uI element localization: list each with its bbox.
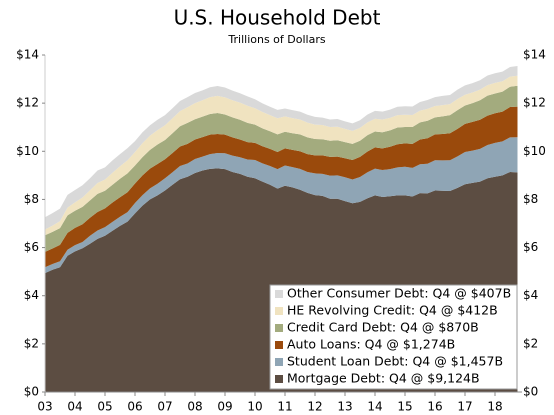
y2-tick-label: $0 <box>523 385 538 399</box>
legend-swatch <box>275 341 283 349</box>
chart-subtitle: Trillions of Dollars <box>227 33 325 46</box>
y-tick-label: $2 <box>24 336 39 350</box>
x-tick-label: 18 <box>487 400 502 414</box>
legend-label: Credit Card Debt: Q4 @ $870B <box>287 320 479 335</box>
area <box>45 75 518 236</box>
legend-label: Other Consumer Debt: Q4 @ $407B <box>287 286 511 301</box>
area <box>45 137 518 274</box>
y2-tick-label: $2 <box>523 336 538 350</box>
y-tick-label: $10 <box>16 144 39 158</box>
y2-tick-label: $6 <box>523 240 538 254</box>
x-tick-label: 13 <box>337 400 352 414</box>
legend-box <box>269 284 518 390</box>
y2-tick-label: $14 <box>523 48 546 62</box>
x-tick-label: 03 <box>37 400 52 414</box>
y2-tick-label: $12 <box>523 96 546 110</box>
legend-swatch <box>275 307 283 315</box>
legend-label: Mortgage Debt: Q4 @ $9,124B <box>287 371 480 386</box>
legend-swatch <box>275 375 283 383</box>
y2-tick-label: $4 <box>523 288 538 302</box>
x-tick-label: 11 <box>277 400 292 414</box>
area <box>45 65 518 230</box>
y2-tick-label: $8 <box>523 192 538 206</box>
x-tick-label: 15 <box>397 400 412 414</box>
x-tick-label: 07 <box>157 400 172 414</box>
x-tick-label: 05 <box>97 400 112 414</box>
legend-label: HE Revolving Credit: Q4 @ $412B <box>287 303 498 318</box>
x-tick-label: 17 <box>457 400 472 414</box>
x-tick-label: 08 <box>187 400 202 414</box>
x-tick-label: 14 <box>367 400 382 414</box>
y-tick-label: $6 <box>24 240 39 254</box>
y2-tick-label: $10 <box>523 144 546 158</box>
legend-swatch <box>275 324 283 332</box>
x-tick-label: 09 <box>217 400 232 414</box>
x-tick-label: 16 <box>427 400 442 414</box>
legend-swatch <box>275 290 283 298</box>
chart-title: U.S. Household Debt <box>174 6 381 30</box>
x-tick-label: 06 <box>127 400 142 414</box>
legend-label: Auto Loans: Q4 @ $1,274B <box>287 337 455 352</box>
legend-swatch <box>275 358 283 366</box>
x-tick-label: 10 <box>247 400 262 414</box>
y-tick-label: $4 <box>24 288 39 302</box>
y-tick-label: $14 <box>16 48 39 62</box>
area <box>45 85 518 252</box>
legend-label: Student Loan Debt: Q4 @ $1,457B <box>287 354 503 369</box>
x-tick-label: 04 <box>67 400 82 414</box>
y-tick-label: $12 <box>16 96 39 110</box>
area <box>45 106 518 268</box>
y-tick-label: $0 <box>24 385 39 399</box>
x-tick-label: 12 <box>307 400 322 414</box>
legend: Other Consumer Debt: Q4 @ $407B HE Revolv… <box>269 284 518 390</box>
y-tick-label: $8 <box>24 192 39 206</box>
